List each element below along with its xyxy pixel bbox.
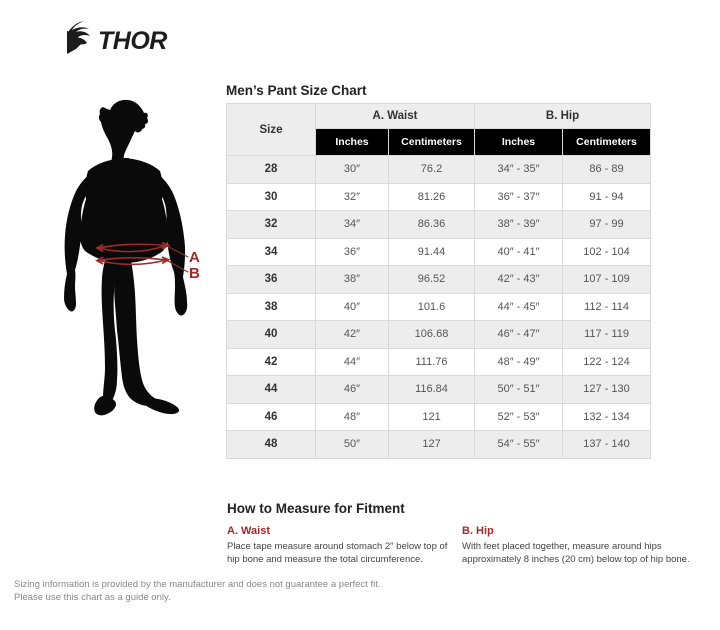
svg-text:THOR: THOR: [98, 27, 167, 55]
svg-text:A: A: [189, 249, 200, 266]
svg-text:B: B: [189, 265, 200, 282]
